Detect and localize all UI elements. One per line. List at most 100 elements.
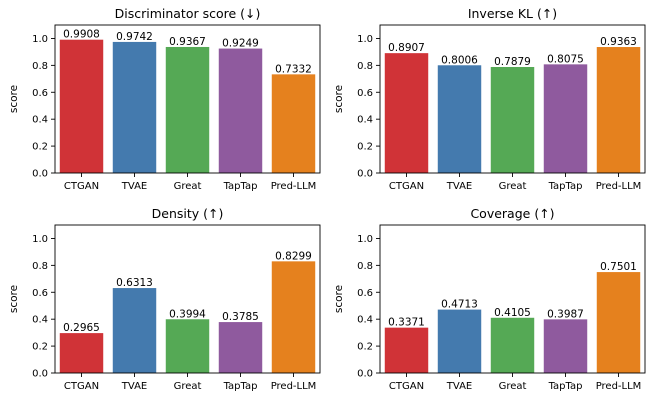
y-tick-label: 0.8 — [32, 61, 48, 72]
chart-title: Discriminator score (↓) — [115, 6, 261, 21]
bar-great — [490, 66, 535, 173]
x-tick-label: TapTap — [548, 381, 583, 392]
bar-ctgan — [384, 327, 429, 373]
bar-tvae — [437, 65, 482, 173]
bar-great — [165, 319, 210, 373]
y-tick-label: 0.0 — [32, 169, 48, 180]
data-label: 0.8907 — [388, 42, 425, 54]
data-label: 0.9363 — [600, 36, 637, 48]
bar-taptap — [218, 322, 263, 373]
bar-taptap — [218, 48, 263, 173]
x-tick-label: TapTap — [223, 181, 258, 192]
y-tick-label: 0.2 — [357, 142, 373, 153]
y-tick-label: 0.0 — [357, 369, 373, 380]
x-tick-label: TVAE — [446, 181, 472, 192]
plot-frame — [379, 224, 646, 374]
chart-title: Inverse KL (↑) — [468, 6, 557, 21]
y-tick-label: 1.0 — [357, 34, 373, 45]
data-label: 0.4713 — [441, 299, 478, 311]
chart-panel-1: Discriminator score (↓) score 0.9908 CTGAN 0… — [8, 6, 321, 192]
data-label: 0.9367 — [169, 36, 206, 48]
y-tick-label: 0.8 — [357, 261, 373, 272]
x-tick-label: Pred-LLM — [596, 181, 642, 192]
x-tick-label: CTGAN — [64, 181, 99, 192]
data-label: 0.2965 — [63, 322, 100, 334]
y-tick-label: 0.4 — [357, 315, 373, 326]
x-tick-label: CTGAN — [389, 381, 424, 392]
y-tick-label: 0.6 — [357, 288, 373, 299]
bar-pred-llm — [596, 47, 641, 174]
y-tick-label: 0.0 — [357, 169, 373, 180]
bar-ctgan — [59, 39, 104, 173]
data-label: 0.3994 — [169, 308, 206, 320]
chart-title: Density (↑) — [152, 206, 224, 221]
bar-pred-llm — [596, 272, 641, 373]
bar-tvae — [112, 288, 157, 373]
data-label: 0.9249 — [222, 38, 259, 50]
plot-frame — [54, 24, 321, 174]
data-label: 0.7332 — [275, 63, 312, 75]
y-tick-label: 0.2 — [32, 342, 48, 353]
y-axis-label: score — [8, 85, 20, 113]
x-tick-label: TVAE — [121, 181, 147, 192]
x-tick-label: Pred-LLM — [271, 181, 317, 192]
y-tick-label: 0.6 — [357, 88, 373, 99]
bar-ctgan — [384, 53, 429, 173]
bar-ctgan — [59, 333, 104, 373]
y-tick-label: 0.8 — [357, 61, 373, 72]
x-tick-label: Pred-LLM — [271, 381, 317, 392]
y-tick-label: 1.0 — [32, 234, 48, 245]
data-label: 0.8299 — [275, 250, 312, 262]
y-axis-label: score — [333, 85, 345, 113]
bar-taptap — [543, 319, 588, 373]
chart-panel-4: Coverage (↑) score 0.3371 CTGAN 0.4713 TVAE 0.… — [333, 206, 646, 392]
x-tick-label: Great — [174, 381, 202, 392]
data-label: 0.4105 — [494, 307, 531, 319]
x-tick-label: TapTap — [223, 381, 258, 392]
x-tick-label: Pred-LLM — [596, 381, 642, 392]
y-tick-label: 0.4 — [32, 115, 48, 126]
y-tick-label: 0.2 — [357, 342, 373, 353]
x-tick-label: Great — [499, 381, 527, 392]
data-label: 0.9908 — [63, 29, 100, 41]
bar-pred-llm — [271, 74, 316, 173]
data-label: 0.9742 — [116, 31, 153, 43]
data-label: 0.7879 — [494, 56, 531, 68]
data-label: 0.8006 — [441, 54, 478, 66]
bar-taptap — [543, 64, 588, 173]
data-label: 0.7501 — [600, 261, 637, 273]
y-tick-label: 0.6 — [32, 88, 48, 99]
y-tick-label: 0.4 — [357, 115, 373, 126]
data-label: 0.3785 — [222, 311, 259, 323]
y-tick-label: 0.2 — [32, 142, 48, 153]
plot-frame — [379, 24, 646, 174]
chart-panel-3: Density (↑) score 0.2965 CTGAN 0.6313 TVAE 0.3… — [8, 206, 321, 392]
x-tick-label: Great — [499, 181, 527, 192]
y-tick-label: 0.0 — [32, 369, 48, 380]
data-label: 0.8075 — [547, 53, 584, 65]
y-tick-label: 0.6 — [32, 288, 48, 299]
y-tick-label: 1.0 — [357, 234, 373, 245]
x-tick-label: TVAE — [446, 381, 472, 392]
data-label: 0.3371 — [388, 317, 425, 329]
data-label: 0.3987 — [547, 308, 584, 320]
bar-great — [165, 46, 210, 174]
y-axis-label: score — [8, 285, 20, 313]
x-tick-label: CTGAN — [64, 381, 99, 392]
bar-pred-llm — [271, 261, 316, 373]
data-label: 0.6313 — [116, 277, 153, 289]
chart-panel-2: Inverse KL (↑) score 0.8907 CTGAN 0.8006 TVAE… — [333, 6, 646, 192]
x-tick-label: Great — [174, 181, 202, 192]
bar-great — [490, 317, 535, 373]
bar-tvae — [437, 309, 482, 373]
x-tick-label: TapTap — [548, 181, 583, 192]
bar-tvae — [112, 41, 157, 174]
y-tick-label: 0.8 — [32, 261, 48, 272]
plot-frame — [54, 224, 321, 374]
y-tick-label: 0.4 — [32, 315, 48, 326]
y-axis-label: score — [333, 285, 345, 313]
x-tick-label: CTGAN — [389, 181, 424, 192]
chart-title: Coverage (↑) — [470, 206, 554, 221]
y-tick-label: 1.0 — [32, 34, 48, 45]
